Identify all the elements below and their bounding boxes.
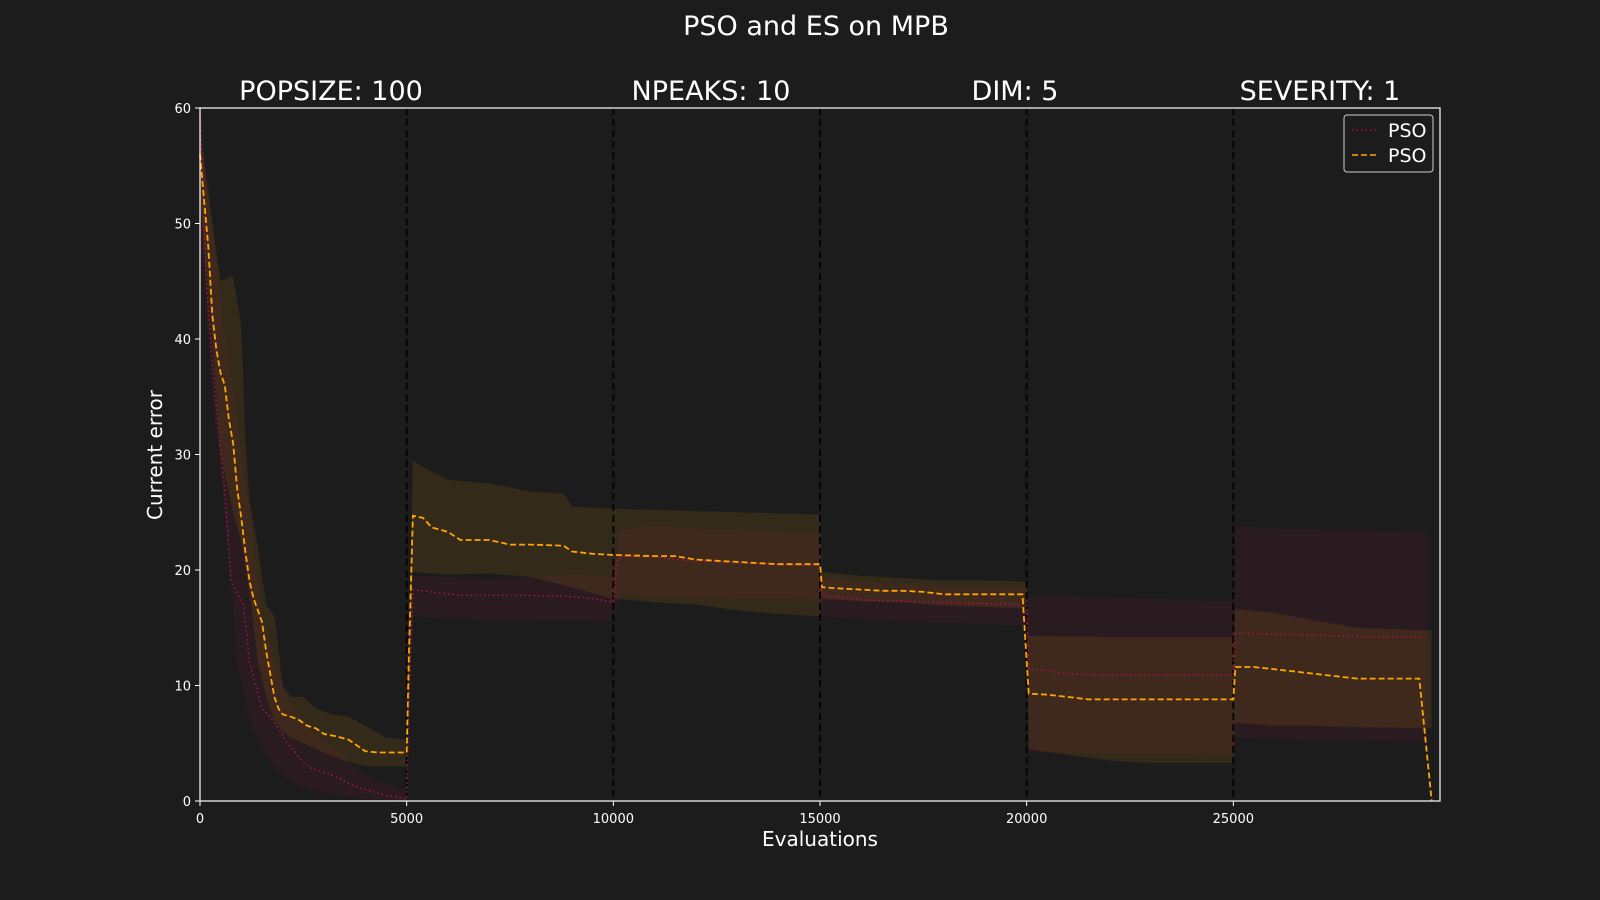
x-tick-label-3: 15000 [799,812,840,827]
y-tick-label-2: 20 [174,564,191,579]
header-label-severity: SEVERITY: 1 [1240,76,1401,107]
x-tick-label-5: 25000 [1213,812,1254,827]
legend-label-0: PSO [1388,120,1426,142]
y-axis-label: Current error [143,389,167,520]
x-tick-label-4: 20000 [1006,812,1047,827]
y-tick-label-1: 10 [174,680,191,695]
y-axis-ticks: 0 10 20 30 40 50 60 [174,102,200,810]
legend: PSO PSO [1343,114,1434,173]
x-tick-label-2: 10000 [593,812,634,827]
band-series-0 [200,108,1428,801]
confidence-bands [200,108,1432,801]
series-line-1 [199,154,1433,802]
x-tick-label-0: 0 [196,812,204,827]
y-tick-label-3: 30 [174,449,191,464]
y-tick-label-5: 50 [174,218,191,233]
y-tick-label-0: 0 [183,795,191,810]
band-series-1 [200,131,1432,767]
header-label-npeaks: NPEAKS: 10 [632,76,791,107]
x-axis-label: Evaluations [762,827,878,851]
chart-title: PSO and ES on MPB [683,11,949,42]
x-tick-label-1: 5000 [390,812,423,827]
change-point-lines [405,108,1235,801]
x-axis-ticks: 0 5000 10000 15000 20000 25000 [196,801,1254,827]
header-label-popsize: POPSIZE: 100 [239,76,423,107]
series-line-0 [199,107,1428,800]
series-lines [199,107,1433,802]
y-tick-label-6: 60 [174,102,191,117]
legend-label-1: PSO [1388,145,1426,167]
y-tick-label-4: 40 [174,333,191,348]
header-label-dim: DIM: 5 [972,76,1059,107]
